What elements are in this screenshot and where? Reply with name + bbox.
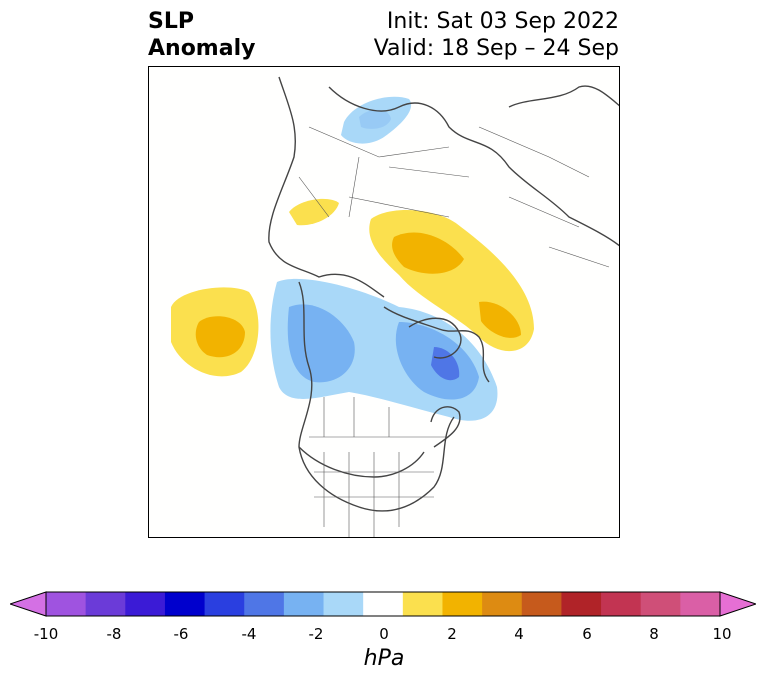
tick-label: 4 xyxy=(514,625,524,643)
colorbar-swatch xyxy=(46,592,87,616)
map-panel xyxy=(148,66,620,538)
colorbar-swatch xyxy=(125,592,166,616)
anomaly-pacific-core xyxy=(195,316,245,358)
tick-label: 8 xyxy=(649,625,659,643)
colorbar-swatch xyxy=(402,592,443,616)
colorbar-swatch xyxy=(482,592,523,616)
colorbar-swatch xyxy=(640,592,681,616)
tick-label: -2 xyxy=(308,625,324,643)
valid-range: Valid: 18 Sep – 24 Sep xyxy=(373,36,619,61)
colorbar-swatch xyxy=(323,592,364,616)
anomaly-europe-low-core xyxy=(359,109,391,129)
slp-anomaly-map xyxy=(171,76,619,537)
colorbar-swatch xyxy=(521,592,562,616)
political-borders xyxy=(298,126,610,537)
title-line-1: SLP xyxy=(148,9,194,34)
tick-label: 6 xyxy=(582,625,592,643)
colorbar-swatch xyxy=(283,592,325,616)
colorbar-swatch xyxy=(85,592,126,616)
tick-label: -4 xyxy=(241,625,257,643)
tick-label: -10 xyxy=(33,625,59,643)
colorbar-swatch xyxy=(204,592,245,616)
date-info: Init: Sat 03 Sep 2022 Valid: 18 Sep – 24… xyxy=(374,8,619,62)
colorbar-swatch xyxy=(601,592,642,616)
tick-label: 2 xyxy=(447,625,457,643)
colorbar-swatch xyxy=(442,592,483,616)
colorbar-unit: hPa xyxy=(363,646,405,671)
colorbar-swatch xyxy=(363,592,404,616)
colorbar xyxy=(10,591,756,617)
anomaly-siberia-core xyxy=(392,232,464,274)
anomaly-hudson-core xyxy=(431,347,460,381)
colorbar-arrow-max xyxy=(719,591,756,617)
init-date: Init: Sat 03 Sep 2022 xyxy=(386,9,619,34)
colorbar-swatch xyxy=(561,592,602,616)
tick-label: 10 xyxy=(712,625,732,643)
colorbar-arrow-min xyxy=(10,591,47,617)
colorbar-swatch xyxy=(680,592,721,616)
title-line-2: Anomaly xyxy=(148,36,256,61)
colorbar-border xyxy=(45,591,721,617)
colorbar-swatch xyxy=(244,592,285,616)
tick-label: -6 xyxy=(173,625,189,643)
colorbar-swatch xyxy=(164,592,206,616)
anomaly-siberia-core-2 xyxy=(479,301,521,338)
chart-title: SLP Anomaly xyxy=(148,8,255,62)
tick-label: -8 xyxy=(106,625,122,643)
anomaly-scandinavia-high xyxy=(289,198,339,226)
tick-label: 0 xyxy=(379,625,389,643)
